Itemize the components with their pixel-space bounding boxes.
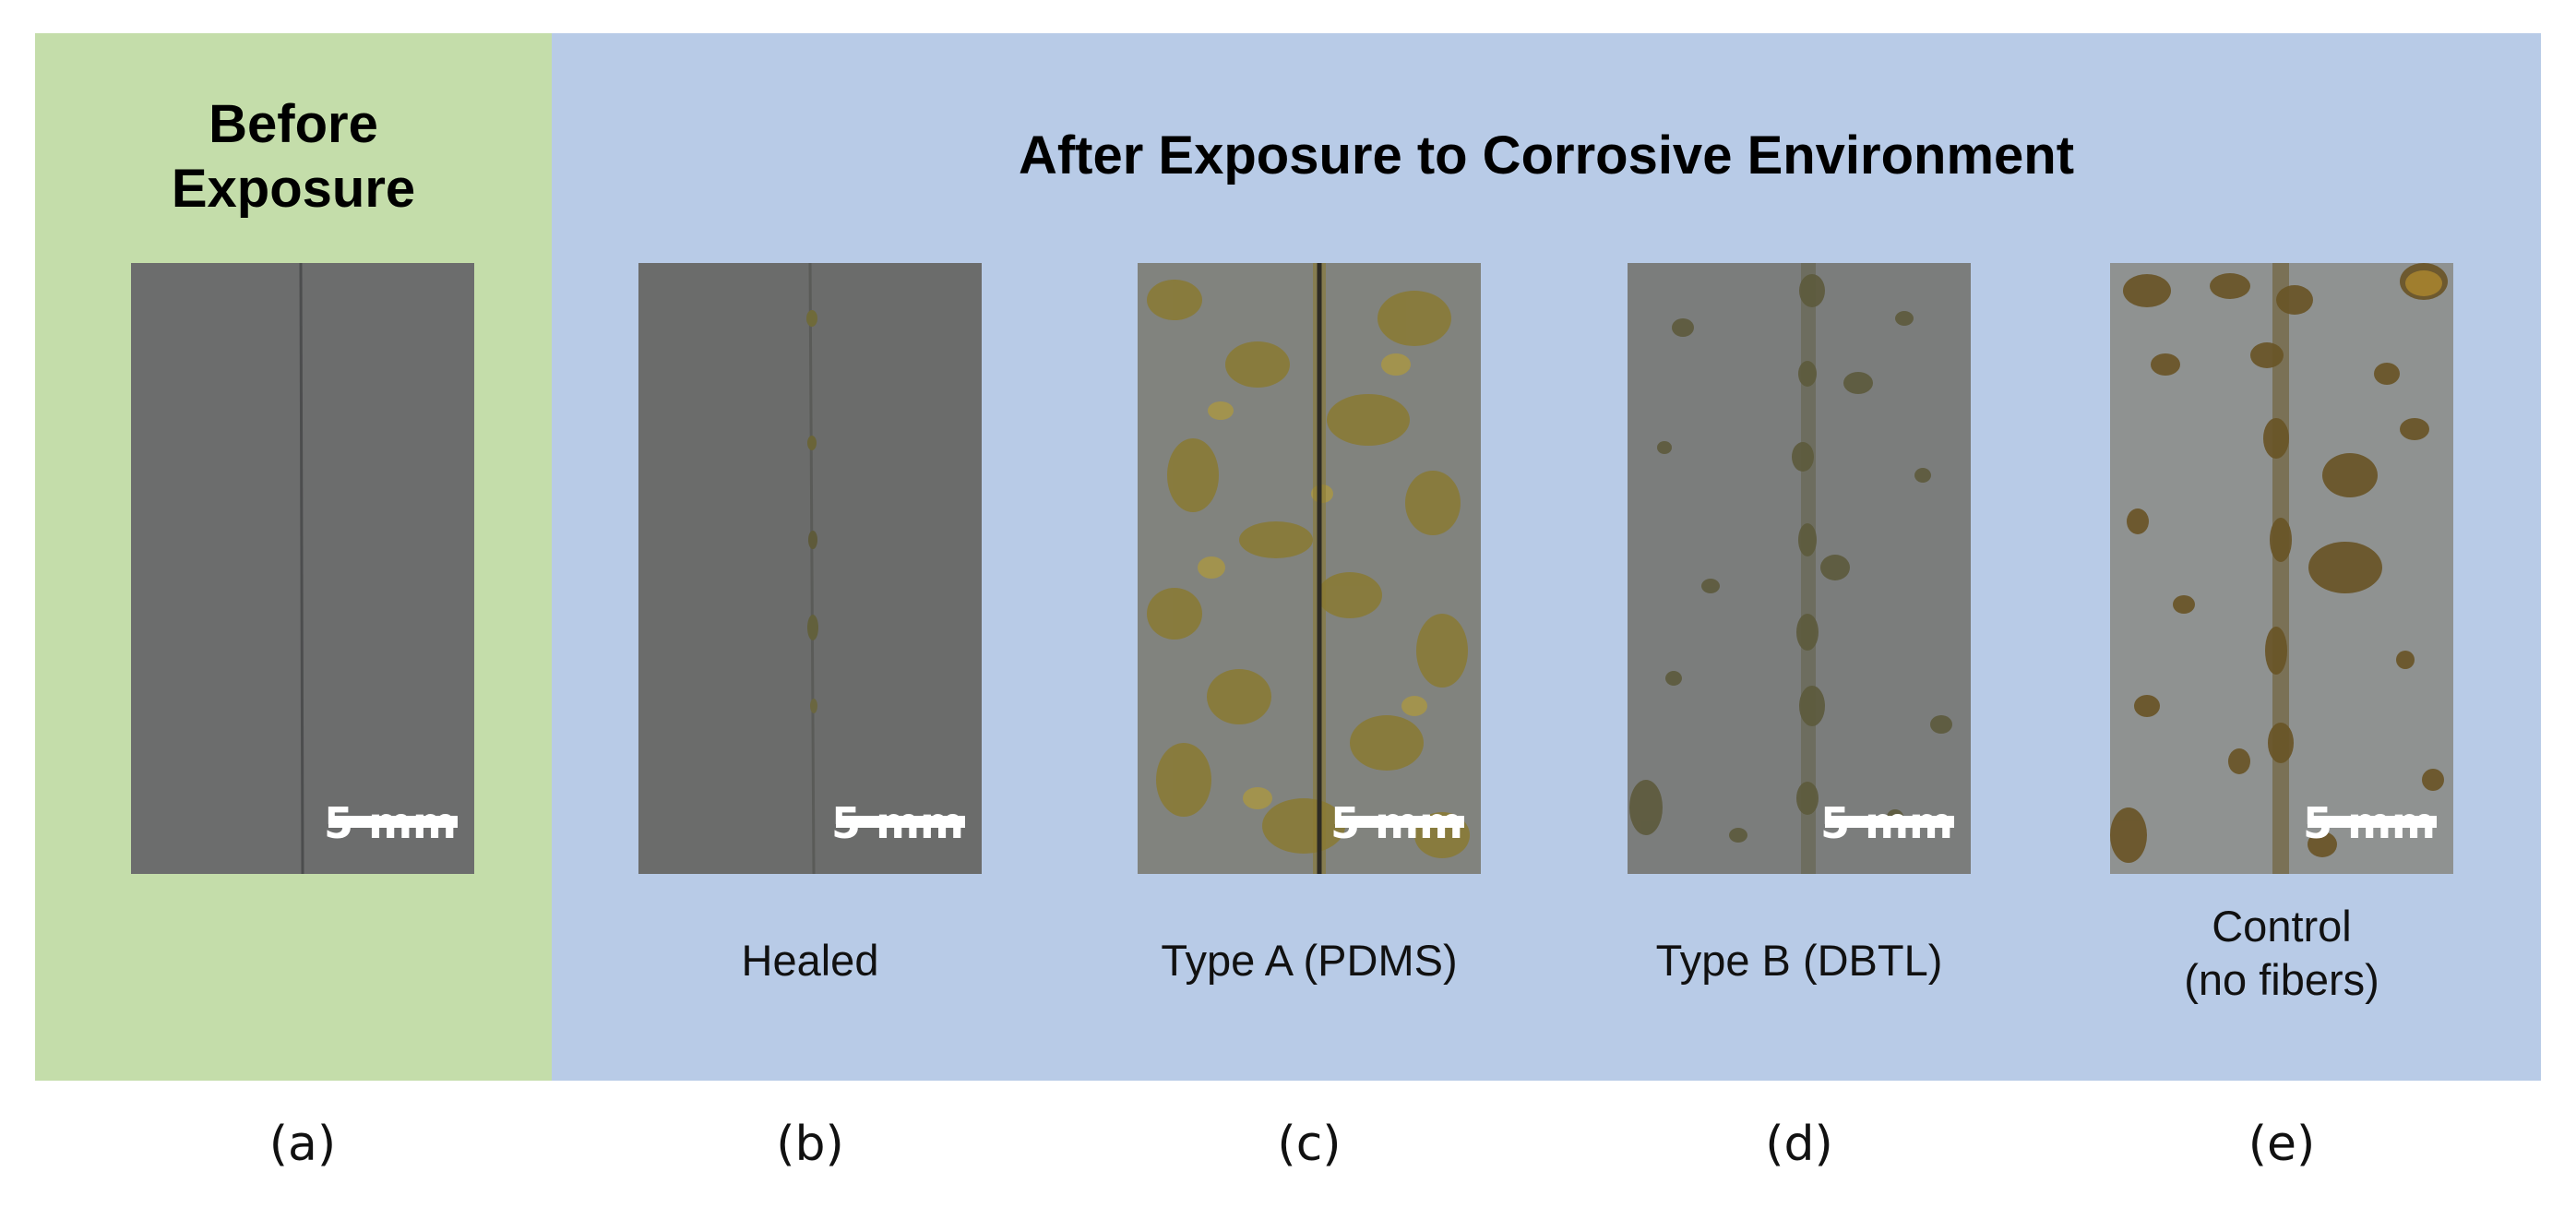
before-heading-line-1: Before — [209, 94, 378, 154]
after-exposure-heading: After Exposure to Corrosive Environment — [1018, 126, 2075, 185]
panel-letter-c: (c) — [1277, 1117, 1342, 1172]
sample-photo-e: 5 mm — [2110, 263, 2453, 874]
scale-label: 5 mm — [324, 798, 457, 848]
caption-e-line-2: (no fibers) — [2184, 955, 2379, 1004]
scale-label: 5 mm — [1820, 798, 1953, 848]
before-heading-line-2: Exposure — [171, 159, 416, 219]
sample-photo-a: 5 mm — [131, 263, 474, 874]
scale-bar — [1335, 816, 1464, 828]
scale-label: 5 mm — [1330, 798, 1463, 848]
caption-d: Type B (DBTL) — [1655, 936, 1943, 985]
panel-letter-e: (e) — [2248, 1117, 2316, 1172]
panel-letter-b: (b) — [776, 1117, 844, 1172]
before-exposure-heading: Before Exposure — [35, 92, 552, 221]
scale-bar — [2308, 816, 2437, 828]
sample-photo-d: 5 mm — [1628, 263, 1971, 874]
caption-e-line-1: Control — [2212, 902, 2352, 951]
scale-bar — [1825, 816, 1954, 828]
panel-letter-d: (d) — [1765, 1117, 1833, 1172]
sample-photo-b: 5 mm — [638, 263, 982, 874]
scale-label: 5 mm — [2303, 798, 2436, 848]
caption-e: Control (no fibers) — [2079, 900, 2485, 1007]
panel-letter-a: (a) — [268, 1117, 337, 1172]
scale-label: 5 mm — [831, 798, 964, 848]
scale-bar — [836, 816, 965, 828]
scale-bar — [328, 816, 458, 828]
caption-b: Healed — [741, 936, 879, 985]
sample-photo-c: 5 mm — [1138, 263, 1481, 874]
caption-c: Type A (PDMS) — [1161, 936, 1458, 985]
